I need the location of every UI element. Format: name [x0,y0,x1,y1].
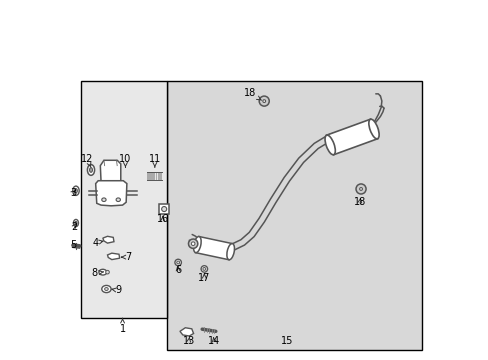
Ellipse shape [73,186,79,195]
Bar [155,172,157,180]
Bar [160,172,162,180]
Ellipse shape [201,266,207,272]
Text: 18: 18 [353,197,366,207]
Ellipse shape [368,119,378,139]
Text: 11: 11 [148,154,161,167]
Ellipse shape [176,261,179,264]
Ellipse shape [102,285,111,293]
Bar [167,81,421,350]
Text: 7: 7 [122,252,131,262]
Text: 16: 16 [156,215,168,224]
Text: 2: 2 [71,222,77,231]
Text: 9: 9 [112,285,121,296]
Ellipse shape [355,184,366,194]
Bar [149,172,151,180]
Bar [158,172,159,180]
Bar [153,172,155,180]
Ellipse shape [75,221,77,225]
Ellipse shape [188,239,198,248]
Text: 8: 8 [91,268,103,278]
Text: 1: 1 [119,318,125,334]
Polygon shape [180,328,193,336]
Ellipse shape [259,96,269,106]
Polygon shape [100,160,121,183]
Ellipse shape [263,100,265,103]
Ellipse shape [73,220,78,226]
Ellipse shape [325,135,335,155]
Ellipse shape [104,288,108,291]
Ellipse shape [226,244,234,260]
Ellipse shape [74,189,77,193]
Ellipse shape [203,267,205,270]
Bar [151,172,153,180]
Ellipse shape [175,259,181,266]
Text: 5: 5 [70,239,76,249]
Ellipse shape [191,242,195,246]
Text: 6: 6 [175,265,181,275]
Ellipse shape [89,168,92,172]
Text: 17: 17 [198,273,210,283]
Bar [147,172,148,180]
Text: 12: 12 [81,154,93,167]
Ellipse shape [162,207,166,212]
Polygon shape [326,119,377,155]
Ellipse shape [102,198,106,202]
Ellipse shape [105,270,109,274]
Ellipse shape [99,269,106,275]
Ellipse shape [193,237,201,253]
Text: 14: 14 [207,336,220,346]
Text: 10: 10 [119,154,131,167]
Polygon shape [195,237,232,260]
Text: 3: 3 [70,188,76,198]
Text: 13: 13 [183,336,195,346]
Bar [81,81,167,318]
Bar [159,204,169,214]
Text: 18: 18 [244,88,261,100]
Text: 4: 4 [92,238,102,248]
Ellipse shape [87,165,94,175]
Polygon shape [96,181,126,206]
Text: 15: 15 [281,336,293,346]
Polygon shape [102,236,114,243]
Ellipse shape [116,198,120,202]
Polygon shape [107,253,120,260]
Ellipse shape [359,188,362,190]
